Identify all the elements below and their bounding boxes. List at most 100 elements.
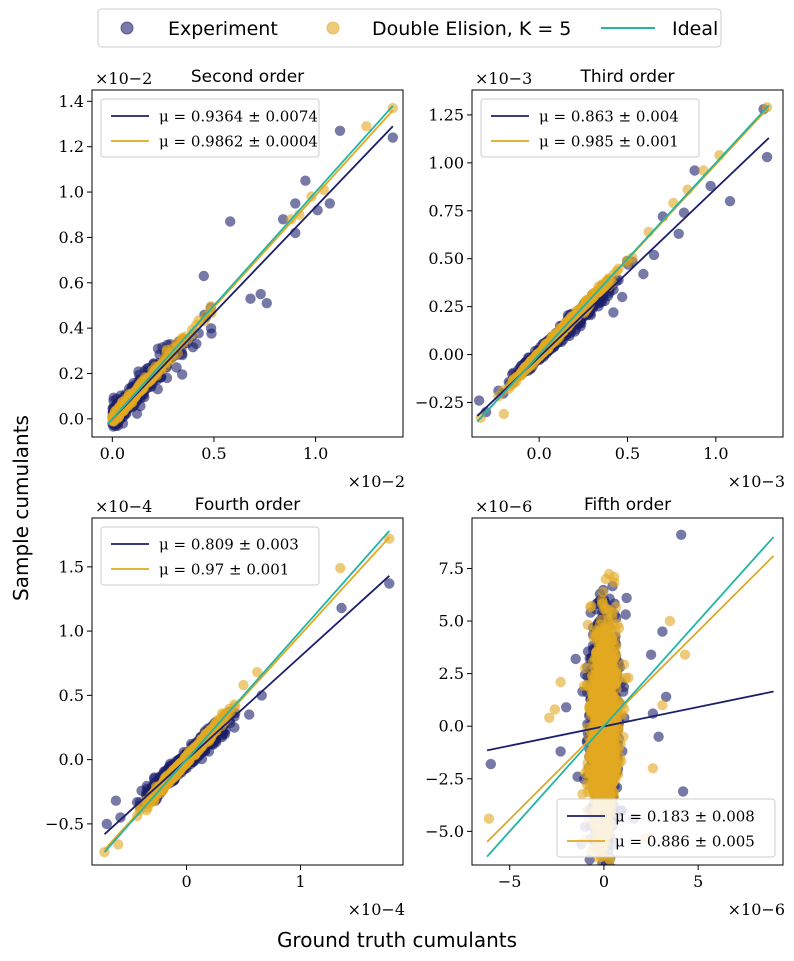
experiment-point <box>473 395 485 406</box>
experiment-point <box>609 866 619 876</box>
elision-point <box>238 679 249 691</box>
panel-legend-label: μ = 0.985 ± 0.001 <box>539 133 679 151</box>
y-tick-label: 0.2 <box>59 364 84 383</box>
y-scale-label: ×10−3 <box>475 69 532 88</box>
y-scale-label: ×10−4 <box>95 497 152 516</box>
experiment-point <box>261 298 272 309</box>
panel-legend-label: μ = 0.809 ± 0.003 <box>159 536 299 554</box>
panels: 0.0 0.5 1.00.00.20.40.60.81.01.21.4Second … <box>45 67 785 919</box>
panel-2: 0.0 0.5 1.0−0.250.000.250.500.751.001.25Th… <box>415 67 785 491</box>
x-scale-label: ×10−3 <box>728 472 785 491</box>
panel-legend-label: μ = 0.863 ± 0.004 <box>539 108 679 126</box>
experiment-point <box>101 818 113 830</box>
experiment-point <box>205 323 217 334</box>
plot-area <box>107 102 398 432</box>
elision-point <box>113 839 124 850</box>
y-tick-label: 0.5 <box>59 686 84 705</box>
legend-elision-marker <box>326 21 340 35</box>
x-tick-label: 0.0 <box>100 444 125 463</box>
elision-point <box>205 301 217 312</box>
y-tick-label: 1.0 <box>59 183 84 202</box>
experiment-point <box>244 709 255 720</box>
panel-title: Fourth order <box>195 495 301 515</box>
elision-point <box>387 102 398 114</box>
experiment-fit-line <box>107 125 394 425</box>
elision-point <box>498 408 509 420</box>
x-tick-label: 0.0 <box>526 444 551 463</box>
experiment-point <box>290 198 301 209</box>
experiment-point <box>131 408 143 419</box>
experiment-point <box>601 896 611 906</box>
figure-legend: Experiment Double Elision, K = 5 Ideal <box>97 8 722 48</box>
panel-legend-frame <box>100 526 320 586</box>
experiment-point <box>171 362 182 373</box>
y-tick-label: 0.6 <box>59 273 84 292</box>
legend-experiment-marker <box>120 21 134 35</box>
elision-point <box>335 562 346 574</box>
axes-frame <box>91 517 404 866</box>
y-tick-label: 1.5 <box>59 557 84 576</box>
experiment-point <box>161 372 173 384</box>
experiment-point <box>724 196 736 207</box>
legend-experiment-label: Experiment <box>168 18 278 40</box>
x-tick-label: 1.0 <box>703 444 728 463</box>
panel-legend-frame <box>100 98 320 158</box>
panel-title: Second order <box>191 67 304 87</box>
experiment-point <box>312 205 323 216</box>
elision-point <box>361 121 372 132</box>
experiment-point <box>761 151 773 163</box>
plot-area <box>99 530 395 858</box>
legend-frame <box>97 8 722 48</box>
experiment-point <box>387 132 398 143</box>
y-tick-label: 1.4 <box>59 92 84 111</box>
axes-frame <box>91 89 404 438</box>
panel-legend-frame <box>480 98 700 158</box>
experiment-point <box>225 216 236 227</box>
elision-point <box>252 667 263 678</box>
elision-point <box>216 712 228 723</box>
ideal-line <box>107 105 394 424</box>
experiment-point <box>110 795 122 806</box>
y-tick-label: 0.00 <box>428 345 464 364</box>
y-tick-label: 1.0 <box>59 622 84 641</box>
y-tick-label: −0.25 <box>415 393 464 412</box>
x-scale-label: ×10−2 <box>348 472 405 491</box>
y-tick-label: 1.00 <box>428 153 464 172</box>
y-tick-label: 1.2 <box>59 137 84 156</box>
experiment-point <box>705 180 716 192</box>
y-tick-label: 1.25 <box>428 105 464 124</box>
panel-title: Third order <box>579 67 674 87</box>
legend-ideal-label: Ideal <box>672 18 718 40</box>
experiment-point <box>689 165 700 176</box>
x-scale-label: ×10−4 <box>348 900 405 919</box>
experiment-point <box>673 228 684 239</box>
y-tick-label: 0.8 <box>59 228 84 247</box>
y-tick-label: 0.0 <box>59 409 84 428</box>
experiment-point <box>245 293 256 304</box>
experiment-point <box>300 175 311 186</box>
experiment-point <box>334 125 346 136</box>
y-tick-label: 0.75 <box>428 201 464 220</box>
experiment-point <box>255 288 266 300</box>
experiment-point <box>608 307 619 318</box>
experiment-point <box>191 338 202 349</box>
ideal-line <box>103 530 391 853</box>
experiment-point <box>198 270 209 282</box>
panel-legend-label: μ = 0.9862 ± 0.0004 <box>159 133 318 151</box>
experiment-point <box>277 214 289 225</box>
experiment-point <box>115 812 126 823</box>
panel-legend: μ = 0.863 ± 0.004 μ = 0.985 ± 0.001 <box>480 98 700 158</box>
experiment-point <box>324 198 335 209</box>
x-tick-label: 0.5 <box>201 444 226 463</box>
elision-point <box>193 315 204 326</box>
experiment-point <box>229 722 240 733</box>
experiment-fit-line <box>103 575 390 835</box>
x-tick-label: 1.0 <box>303 444 328 463</box>
y-scale-label: ×10−2 <box>95 69 152 88</box>
elision-point <box>582 294 593 305</box>
